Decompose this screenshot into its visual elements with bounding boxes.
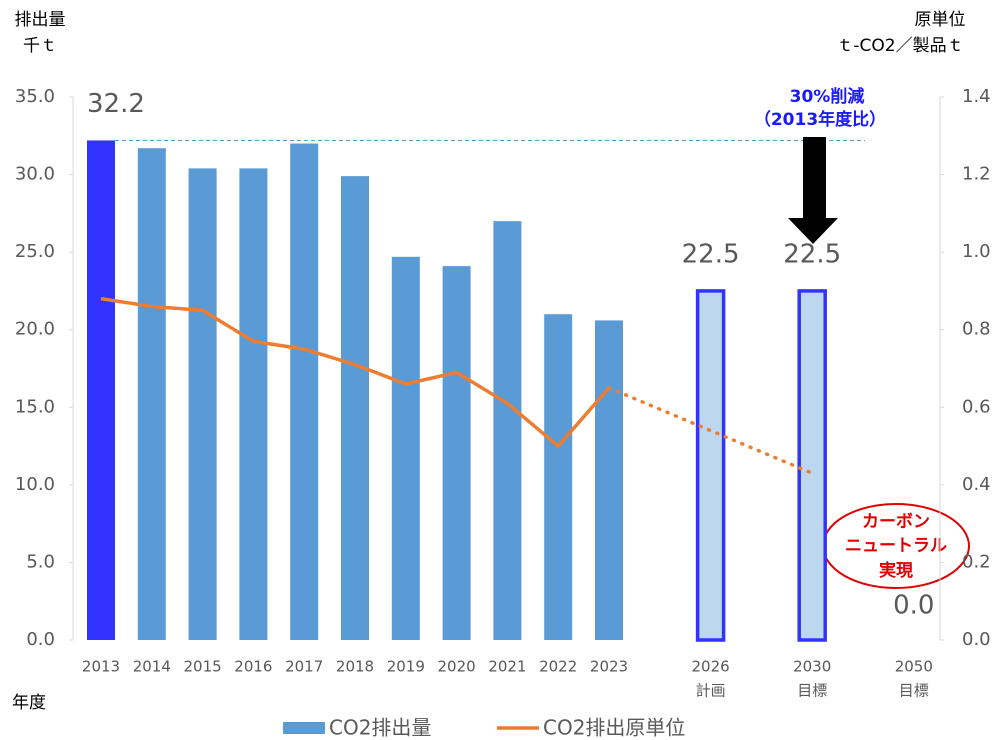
x-tick-label: 2030 xyxy=(793,658,831,676)
y2-tick-label: 0.6 xyxy=(962,396,991,417)
bar xyxy=(544,314,573,640)
callout-text: ニュートラル xyxy=(845,536,947,556)
bar xyxy=(188,168,217,640)
y2-tick-label: 0.8 xyxy=(962,319,991,340)
bar xyxy=(239,168,268,640)
x-tick-label: 2013 xyxy=(82,658,120,676)
y-tick-label: 25.0 xyxy=(15,241,55,262)
line xyxy=(100,296,611,449)
y2-tick-label: 1.2 xyxy=(962,164,991,185)
legend-label: CO2排出原単位 xyxy=(543,716,685,740)
y2-axis-unit: ｔ-CO2／製品ｔ xyxy=(836,36,963,56)
legend-label: CO2排出量 xyxy=(329,716,431,740)
annotation: （2013年度比） xyxy=(754,109,886,130)
y2-tick-label: 0.0 xyxy=(962,629,991,650)
x-tick-label: 2021 xyxy=(488,658,526,676)
y-tick-label: 20.0 xyxy=(15,319,55,340)
y2-tick-label: 1.0 xyxy=(962,241,991,262)
y-axis-label: 排出量 xyxy=(15,10,66,30)
x-tick-label: 2022 xyxy=(539,658,577,676)
bar xyxy=(493,221,522,640)
bar xyxy=(341,176,369,640)
x-tick-label: 2015 xyxy=(184,658,222,676)
line xyxy=(607,386,814,475)
y-tick-label: 10.0 xyxy=(15,474,55,495)
x-tick-label: 2026 xyxy=(692,658,730,676)
y-tick-label: 0.0 xyxy=(26,629,55,650)
y-tick-label: 5.0 xyxy=(26,551,55,572)
callout-text: 実現 xyxy=(879,560,913,581)
bar xyxy=(87,140,115,640)
x-tick-label: 2020 xyxy=(438,658,476,676)
arrow xyxy=(788,137,838,244)
bar xyxy=(442,266,471,640)
x-tick-label: 2018 xyxy=(336,658,374,676)
y-tick-label: 35.0 xyxy=(15,86,55,107)
bar xyxy=(595,320,623,640)
y-tick-label: 15.0 xyxy=(15,396,55,417)
bar xyxy=(695,289,726,642)
data-label: 0.0 xyxy=(893,591,934,621)
y2-tick-label: 1.4 xyxy=(962,86,991,107)
bar xyxy=(290,143,319,641)
y-axis-unit: 千ｔ xyxy=(23,36,57,56)
bar xyxy=(797,289,827,642)
x-tick-label: 2019 xyxy=(387,658,425,676)
x-tick-label: 2023 xyxy=(590,658,628,676)
x-tick-sublabel: 目標 xyxy=(899,682,929,700)
data-label: 22.5 xyxy=(783,239,841,269)
data-label: 22.5 xyxy=(682,239,740,269)
x-tick-sublabel: 目標 xyxy=(797,682,827,700)
x-tick-label: 2014 xyxy=(133,658,171,676)
y-tick-label: 30.0 xyxy=(15,164,55,185)
y2-tick-label: 0.4 xyxy=(962,474,991,495)
x-tick-label: 2050 xyxy=(895,658,933,676)
legend-swatch xyxy=(283,722,325,734)
bar xyxy=(391,256,420,640)
callout-text: カーボン xyxy=(862,512,930,532)
x-tick-label: 2016 xyxy=(234,658,272,676)
x-tick-label: 2017 xyxy=(285,658,323,676)
y2-axis-label: 原単位 xyxy=(915,10,966,30)
x-tick-sublabel: 計画 xyxy=(696,682,726,700)
bar xyxy=(137,148,166,640)
x-axis-label: 年度 xyxy=(12,693,46,713)
data-label: 32.2 xyxy=(87,89,145,119)
y2-tick-label: 0.2 xyxy=(962,551,991,572)
annotation: 30%削減 xyxy=(790,86,865,107)
